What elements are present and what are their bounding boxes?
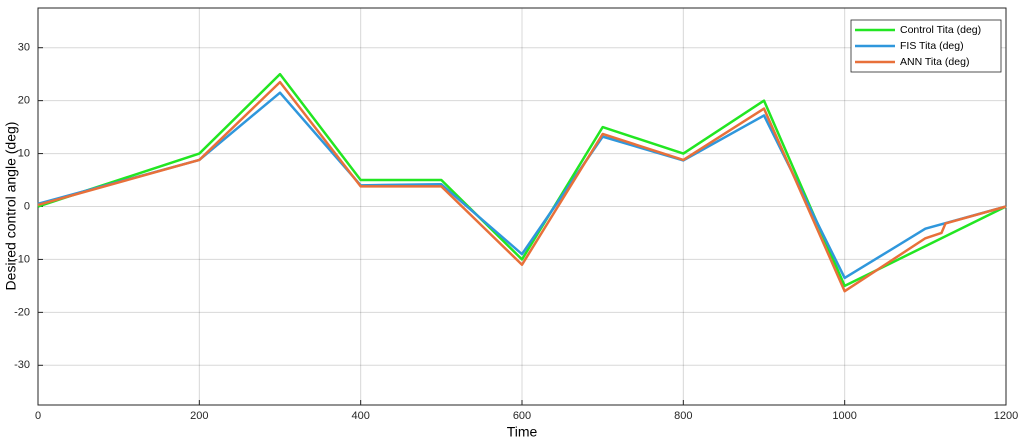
data-line <box>37 72 1007 288</box>
x-tick-label: 200 <box>190 410 208 422</box>
legend-label: Control Tita (deg) <box>900 24 981 36</box>
y-tick-label: -30 <box>14 359 30 371</box>
y-tick-label: 30 <box>18 42 30 54</box>
legend-label: FIS Tita (deg) <box>900 40 964 52</box>
x-tick-label: 600 <box>513 410 531 422</box>
y-tick-label: -20 <box>14 306 30 318</box>
y-tick-label: -10 <box>14 253 30 265</box>
y-tick-label: 10 <box>18 147 30 159</box>
x-tick-label: 0 <box>35 410 41 422</box>
y-tick-label: 20 <box>18 95 30 107</box>
x-tick-label: 1000 <box>832 410 856 422</box>
data-line <box>37 80 1007 293</box>
x-axis-label: Time <box>507 424 538 440</box>
x-tick-label: 800 <box>674 410 692 422</box>
plot-area <box>37 7 1007 406</box>
legend-label: ANN Tita (deg) <box>900 56 969 68</box>
x-tick-label: 400 <box>351 410 369 422</box>
y-tick-label: 0 <box>24 200 30 212</box>
x-tick-label: 1200 <box>994 410 1018 422</box>
data-line <box>37 91 1007 280</box>
legend: Control Tita (deg) FIS Tita (deg) ANN Tita… <box>850 19 1002 73</box>
y-axis-label: Desired control angle (deg) <box>3 122 19 291</box>
